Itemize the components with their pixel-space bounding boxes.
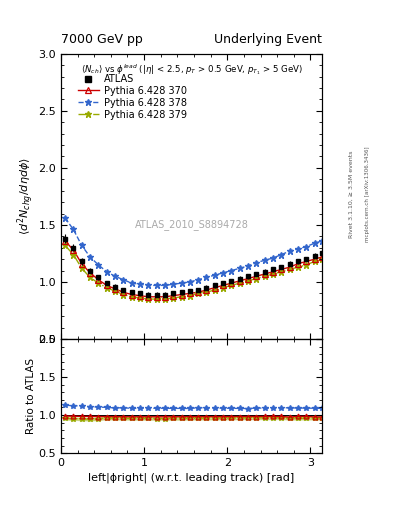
X-axis label: left|ϕright| (w.r.t. leading track) [rad]: left|ϕright| (w.r.t. leading track) [rad… [88,472,295,483]
Text: ATLAS_2010_S8894728: ATLAS_2010_S8894728 [135,220,248,230]
Y-axis label: $\langle d^2 N_{chg}/d\eta d\phi\rangle$: $\langle d^2 N_{chg}/d\eta d\phi\rangle$ [15,158,35,236]
Legend: ATLAS, Pythia 6.428 370, Pythia 6.428 378, Pythia 6.428 379: ATLAS, Pythia 6.428 370, Pythia 6.428 37… [73,70,191,123]
Y-axis label: Ratio to ATLAS: Ratio to ATLAS [26,358,35,434]
Text: $\langle N_{ch}\rangle$ vs $\phi^{lead}$ ($|\eta|$ < 2.5, $p_T$ > 0.5 GeV, $p_{T: $\langle N_{ch}\rangle$ vs $\phi^{lead}$… [81,62,303,77]
Text: mcplots.cern.ch [arXiv:1306.3436]: mcplots.cern.ch [arXiv:1306.3436] [365,147,370,242]
Text: Rivet 3.1.10, ≥ 3.5M events: Rivet 3.1.10, ≥ 3.5M events [349,151,354,238]
Text: 7000 GeV pp: 7000 GeV pp [61,33,143,46]
Text: Underlying Event: Underlying Event [215,33,322,46]
